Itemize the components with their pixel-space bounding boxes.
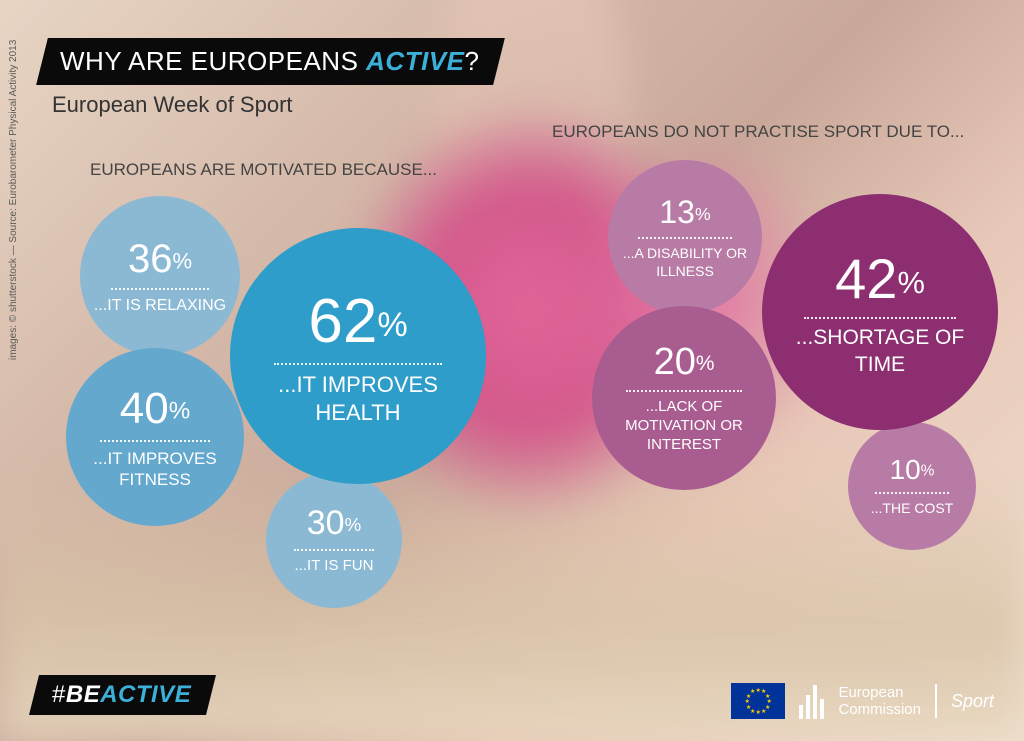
ec-line2a: Commission: [838, 701, 921, 718]
bubble-percentage: 20%: [654, 341, 715, 384]
bubble-divider: [111, 288, 209, 290]
bubble-divider: [626, 390, 741, 392]
right-bubble-20: 20% ...LACK OF MOTIVATION OR INTEREST: [592, 306, 776, 490]
right-bubble-13: 13% ...A DISABILITY OR ILLNESS: [608, 160, 762, 314]
ec-text: European Commission: [838, 684, 921, 719]
left-bubble-62: 62% ...IT IMPROVES HEALTH: [230, 228, 486, 484]
left-bubble-30: 30% ...IT IS FUN: [266, 472, 402, 608]
bubble-percentage: 10%: [890, 454, 935, 486]
title-prefix: WHY ARE EUROPEANS: [60, 46, 366, 76]
bubble-percentage: 42%: [835, 246, 925, 311]
right-bubble-10: 10% ...THE COST: [848, 422, 976, 550]
bubble-label: ...A DISABILITY OR ILLNESS: [620, 245, 750, 280]
hashtag-badge: #BEACTIVE: [29, 675, 216, 715]
bubble-divider: [638, 237, 732, 239]
content-layer: WHY ARE EUROPEANS ACTIVE? European Week …: [0, 0, 1024, 741]
title-highlight: ACTIVE: [366, 46, 464, 76]
bubble-label: ...LACK OF MOTIVATION OR INTEREST: [604, 398, 764, 454]
hashtag-be: BE: [66, 681, 100, 708]
bubble-label: ...IT IS RELAXING: [94, 296, 226, 316]
bubble-percentage: 36%: [128, 237, 192, 282]
bubble-divider: [100, 440, 211, 442]
side-credit: images: © shutterstock — Source: Eurobar…: [8, 40, 19, 360]
eu-flag-icon: ★★★★★★★★★★★★: [731, 683, 785, 719]
bubble-divider: [294, 549, 375, 551]
bubble-label: ...SHORTAGE OF TIME: [774, 325, 986, 378]
ec-line1: European: [838, 684, 921, 701]
ec-divider: [935, 684, 937, 718]
right-bubble-42: 42% ...SHORTAGE OF TIME: [762, 194, 998, 430]
ec-logo-block: ★★★★★★★★★★★★ European Commission Sport: [731, 683, 994, 719]
bubble-label: ...THE COST: [871, 500, 953, 518]
bubble-divider: [875, 492, 950, 494]
bubble-divider: [804, 317, 957, 319]
bubble-percentage: 30%: [307, 504, 361, 543]
ec-bars-icon: [799, 683, 824, 719]
hashtag-hash: #: [52, 681, 66, 708]
hashtag-active: ACTIVE: [100, 681, 191, 708]
bubble-percentage: 40%: [120, 384, 190, 434]
right-section-heading: EUROPEANS DO NOT PRACTISE SPORT DUE TO..…: [552, 122, 964, 142]
bubble-label: ...IT IMPROVES FITNESS: [78, 448, 232, 491]
title-suffix: ?: [465, 46, 480, 76]
bubble-label: ...IT IMPROVES HEALTH: [242, 371, 474, 426]
subtitle: European Week of Sport: [52, 92, 293, 118]
bubble-percentage: 62%: [308, 286, 407, 357]
left-bubble-36: 36% ...IT IS RELAXING: [80, 196, 240, 356]
title-bar: WHY ARE EUROPEANS ACTIVE?: [36, 38, 505, 85]
left-section-heading: EUROPEANS ARE MOTIVATED BECAUSE...: [90, 160, 437, 180]
left-bubble-40: 40% ...IT IMPROVES FITNESS: [66, 348, 244, 526]
bubble-percentage: 13%: [659, 194, 710, 231]
bubble-divider: [274, 363, 441, 365]
ec-sport: Sport: [951, 691, 994, 712]
bubble-label: ...IT IS FUN: [295, 557, 374, 576]
